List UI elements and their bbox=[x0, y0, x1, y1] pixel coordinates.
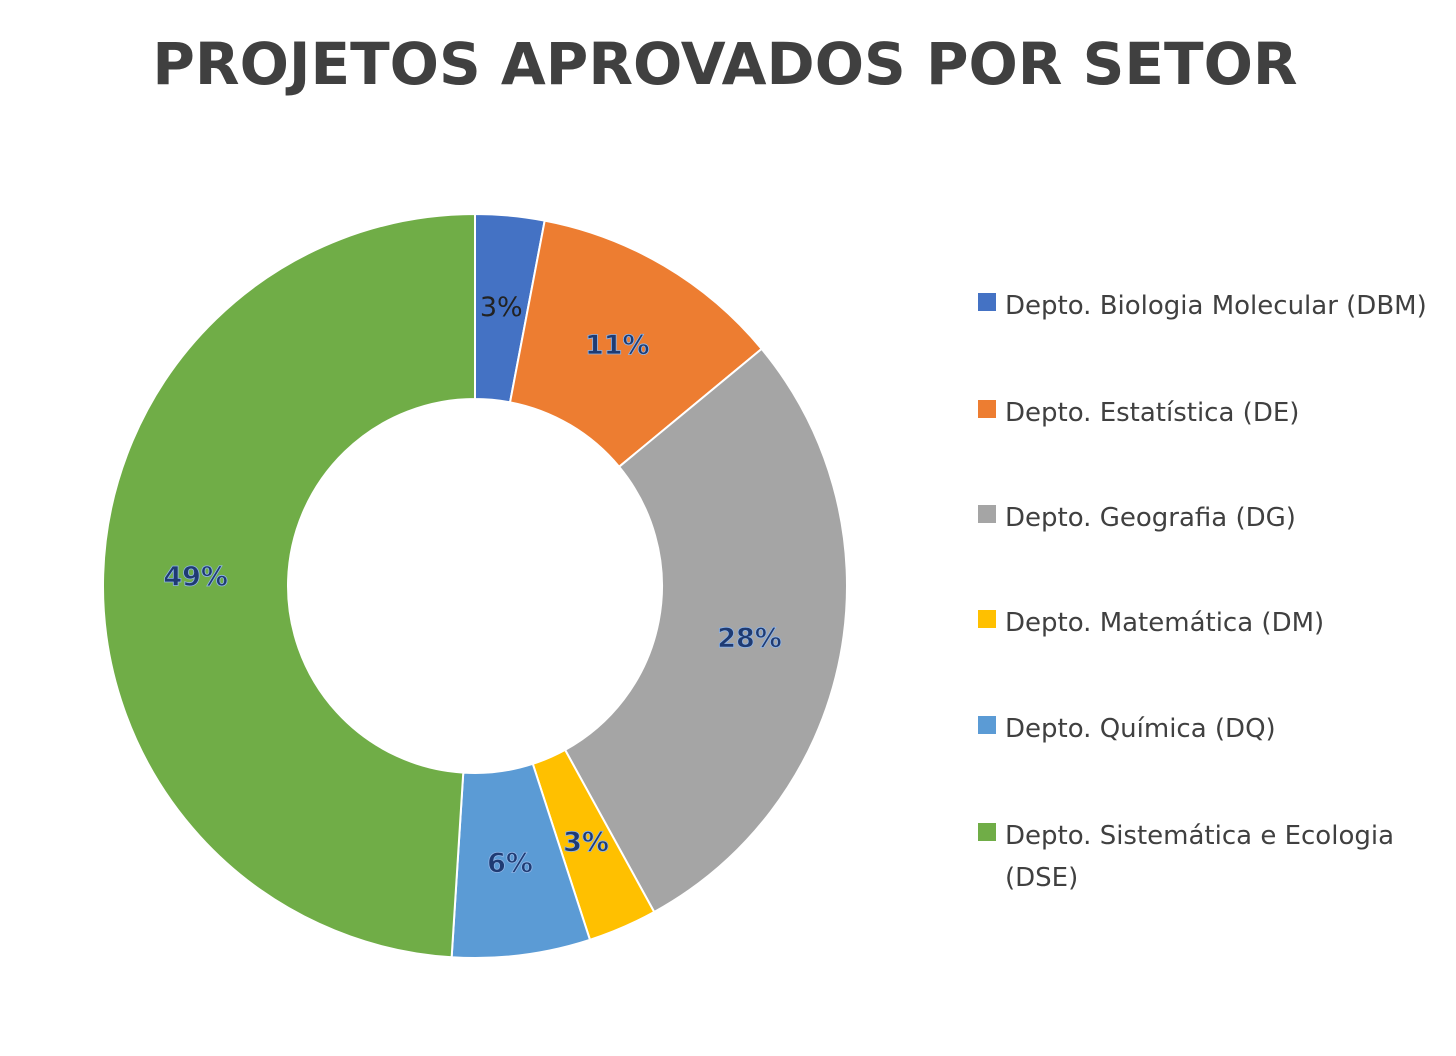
legend-label-dg: Depto. Geografia (DG) bbox=[1005, 503, 1296, 533]
legend-label-dm: Depto. Matemática (DM) bbox=[1005, 608, 1325, 638]
data-label-dbm: 3% bbox=[480, 292, 523, 323]
legend-swatch-dse bbox=[978, 823, 996, 841]
data-label-dse: 49% bbox=[163, 562, 228, 593]
legend-item-dm: Depto. Matemática (DM) bbox=[978, 602, 1438, 644]
donut-slices bbox=[102, 212, 848, 959]
slice-dg bbox=[563, 347, 848, 914]
legend-swatch-de bbox=[978, 400, 996, 418]
legend-label-dbm: Depto. Biologia Molecular (DBM) bbox=[1005, 291, 1427, 321]
legend-label-dq: Depto. Química (DQ) bbox=[1005, 714, 1276, 744]
data-label-dg: 28% bbox=[717, 623, 782, 654]
legend-swatch-dbm bbox=[978, 293, 996, 311]
legend-item-dbm: Depto. Biologia Molecular (DBM) bbox=[978, 285, 1438, 327]
legend-item-de: Depto. Estatística (DE) bbox=[978, 392, 1438, 434]
chart-title: PROJETOS APROVADOS POR SETOR bbox=[152, 30, 1298, 98]
legend-item-dse: Depto. Sistemática e Ecologia (DSE) bbox=[978, 815, 1438, 899]
legend-item-dq: Depto. Química (DQ) bbox=[978, 708, 1438, 750]
legend-swatch-dm bbox=[978, 610, 996, 628]
data-label-de: 11% bbox=[585, 330, 650, 361]
slice-dse bbox=[102, 212, 476, 959]
legend-swatch-dg bbox=[978, 505, 996, 523]
data-label-dq: 6% bbox=[487, 848, 533, 879]
legend-swatch-dq bbox=[978, 716, 996, 734]
legend-label-dse: Depto. Sistemática e Ecologia (DSE) bbox=[1005, 821, 1395, 893]
data-labels: 3% 11% 28% 3% 6% 49% bbox=[163, 292, 782, 879]
data-label-dm: 3% bbox=[563, 827, 609, 858]
legend-item-dg: Depto. Geografia (DG) bbox=[978, 497, 1438, 539]
legend-label-de: Depto. Estatística (DE) bbox=[1005, 398, 1300, 428]
